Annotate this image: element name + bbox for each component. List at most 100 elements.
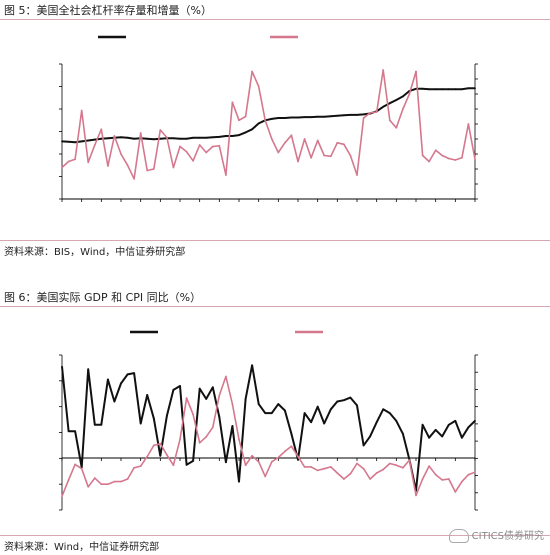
data-point	[284, 117, 286, 119]
data-point	[211, 426, 214, 429]
figure-6-source-rule	[0, 535, 550, 536]
data-point	[441, 479, 444, 481]
data-point	[329, 155, 332, 158]
data-point	[152, 168, 155, 170]
data-point	[421, 423, 424, 426]
data-point	[133, 372, 136, 374]
data-point	[415, 70, 417, 73]
data-point	[74, 141, 76, 144]
data-point	[290, 432, 293, 435]
data-point	[362, 467, 365, 470]
data-point	[107, 378, 109, 381]
data-point	[402, 95, 404, 98]
data-point	[166, 136, 168, 139]
data-point	[461, 88, 463, 91]
data-point	[434, 473, 437, 476]
data-point	[87, 368, 90, 371]
data-point	[474, 87, 476, 90]
data-point	[316, 469, 319, 472]
data-point	[415, 87, 417, 90]
data-point	[100, 128, 103, 131]
data-point	[343, 478, 345, 480]
data-point	[369, 478, 371, 480]
data-point	[205, 398, 208, 400]
data-point	[159, 454, 162, 457]
data-point	[349, 396, 352, 399]
data-point	[93, 477, 96, 479]
data-point	[113, 135, 116, 137]
data-point	[290, 116, 293, 119]
data-point	[310, 421, 312, 424]
data-point	[133, 466, 136, 469]
data-point	[428, 465, 430, 467]
data-point	[277, 117, 280, 119]
data-point	[382, 468, 385, 471]
data-point	[428, 88, 430, 91]
data-point	[316, 115, 319, 118]
data-point	[356, 404, 358, 407]
data-point	[251, 454, 254, 457]
data-point	[238, 119, 240, 122]
data-point	[218, 416, 221, 418]
data-point	[336, 400, 339, 403]
data-point	[80, 467, 83, 470]
data-point	[270, 118, 273, 120]
data-point	[225, 375, 227, 378]
data-point	[369, 111, 371, 114]
series-line-right	[61, 69, 476, 180]
data-point	[388, 119, 391, 122]
data-point	[80, 140, 83, 143]
leverage-chart	[59, 35, 478, 202]
data-point	[461, 156, 463, 159]
data-point	[408, 93, 411, 95]
data-point	[87, 161, 90, 164]
data-point	[382, 69, 385, 71]
data-point	[166, 414, 168, 417]
data-point	[251, 70, 254, 73]
data-point	[139, 465, 142, 467]
data-point	[231, 101, 234, 104]
data-point	[67, 430, 70, 433]
data-point	[434, 88, 437, 91]
data-point	[316, 139, 319, 142]
data-point	[264, 412, 267, 414]
data-point	[467, 123, 470, 125]
data-point	[434, 149, 437, 152]
data-point	[198, 387, 201, 390]
data-point	[185, 150, 188, 153]
data-point	[126, 373, 129, 376]
data-point	[93, 138, 96, 141]
data-point	[408, 459, 411, 461]
data-point	[74, 158, 76, 161]
data-point	[238, 134, 240, 136]
data-point	[120, 153, 122, 155]
data-point	[139, 132, 142, 134]
data-point	[185, 137, 188, 140]
data-point	[336, 114, 339, 117]
data-point	[474, 471, 476, 473]
data-point	[356, 174, 358, 176]
data-point	[356, 114, 358, 116]
data-point	[395, 464, 398, 467]
data-point	[100, 423, 103, 426]
data-point	[100, 483, 103, 486]
data-point	[323, 115, 326, 118]
data-point	[362, 117, 365, 119]
data-point	[67, 140, 70, 143]
data-point	[205, 435, 208, 438]
data-point	[329, 115, 332, 118]
data-point	[146, 455, 149, 458]
data-point	[244, 131, 247, 134]
figure-6-source: 资料来源：Wind，中信证券研究部	[4, 542, 160, 553]
data-point	[113, 400, 116, 403]
data-point	[388, 102, 391, 105]
data-point	[126, 478, 129, 480]
data-point	[179, 438, 181, 441]
data-point	[454, 88, 457, 91]
data-point	[362, 113, 365, 116]
data-point	[198, 441, 201, 444]
gdp-cpi-chart	[59, 330, 478, 511]
data-point	[474, 158, 476, 161]
data-point	[159, 442, 162, 445]
data-point	[251, 364, 254, 367]
